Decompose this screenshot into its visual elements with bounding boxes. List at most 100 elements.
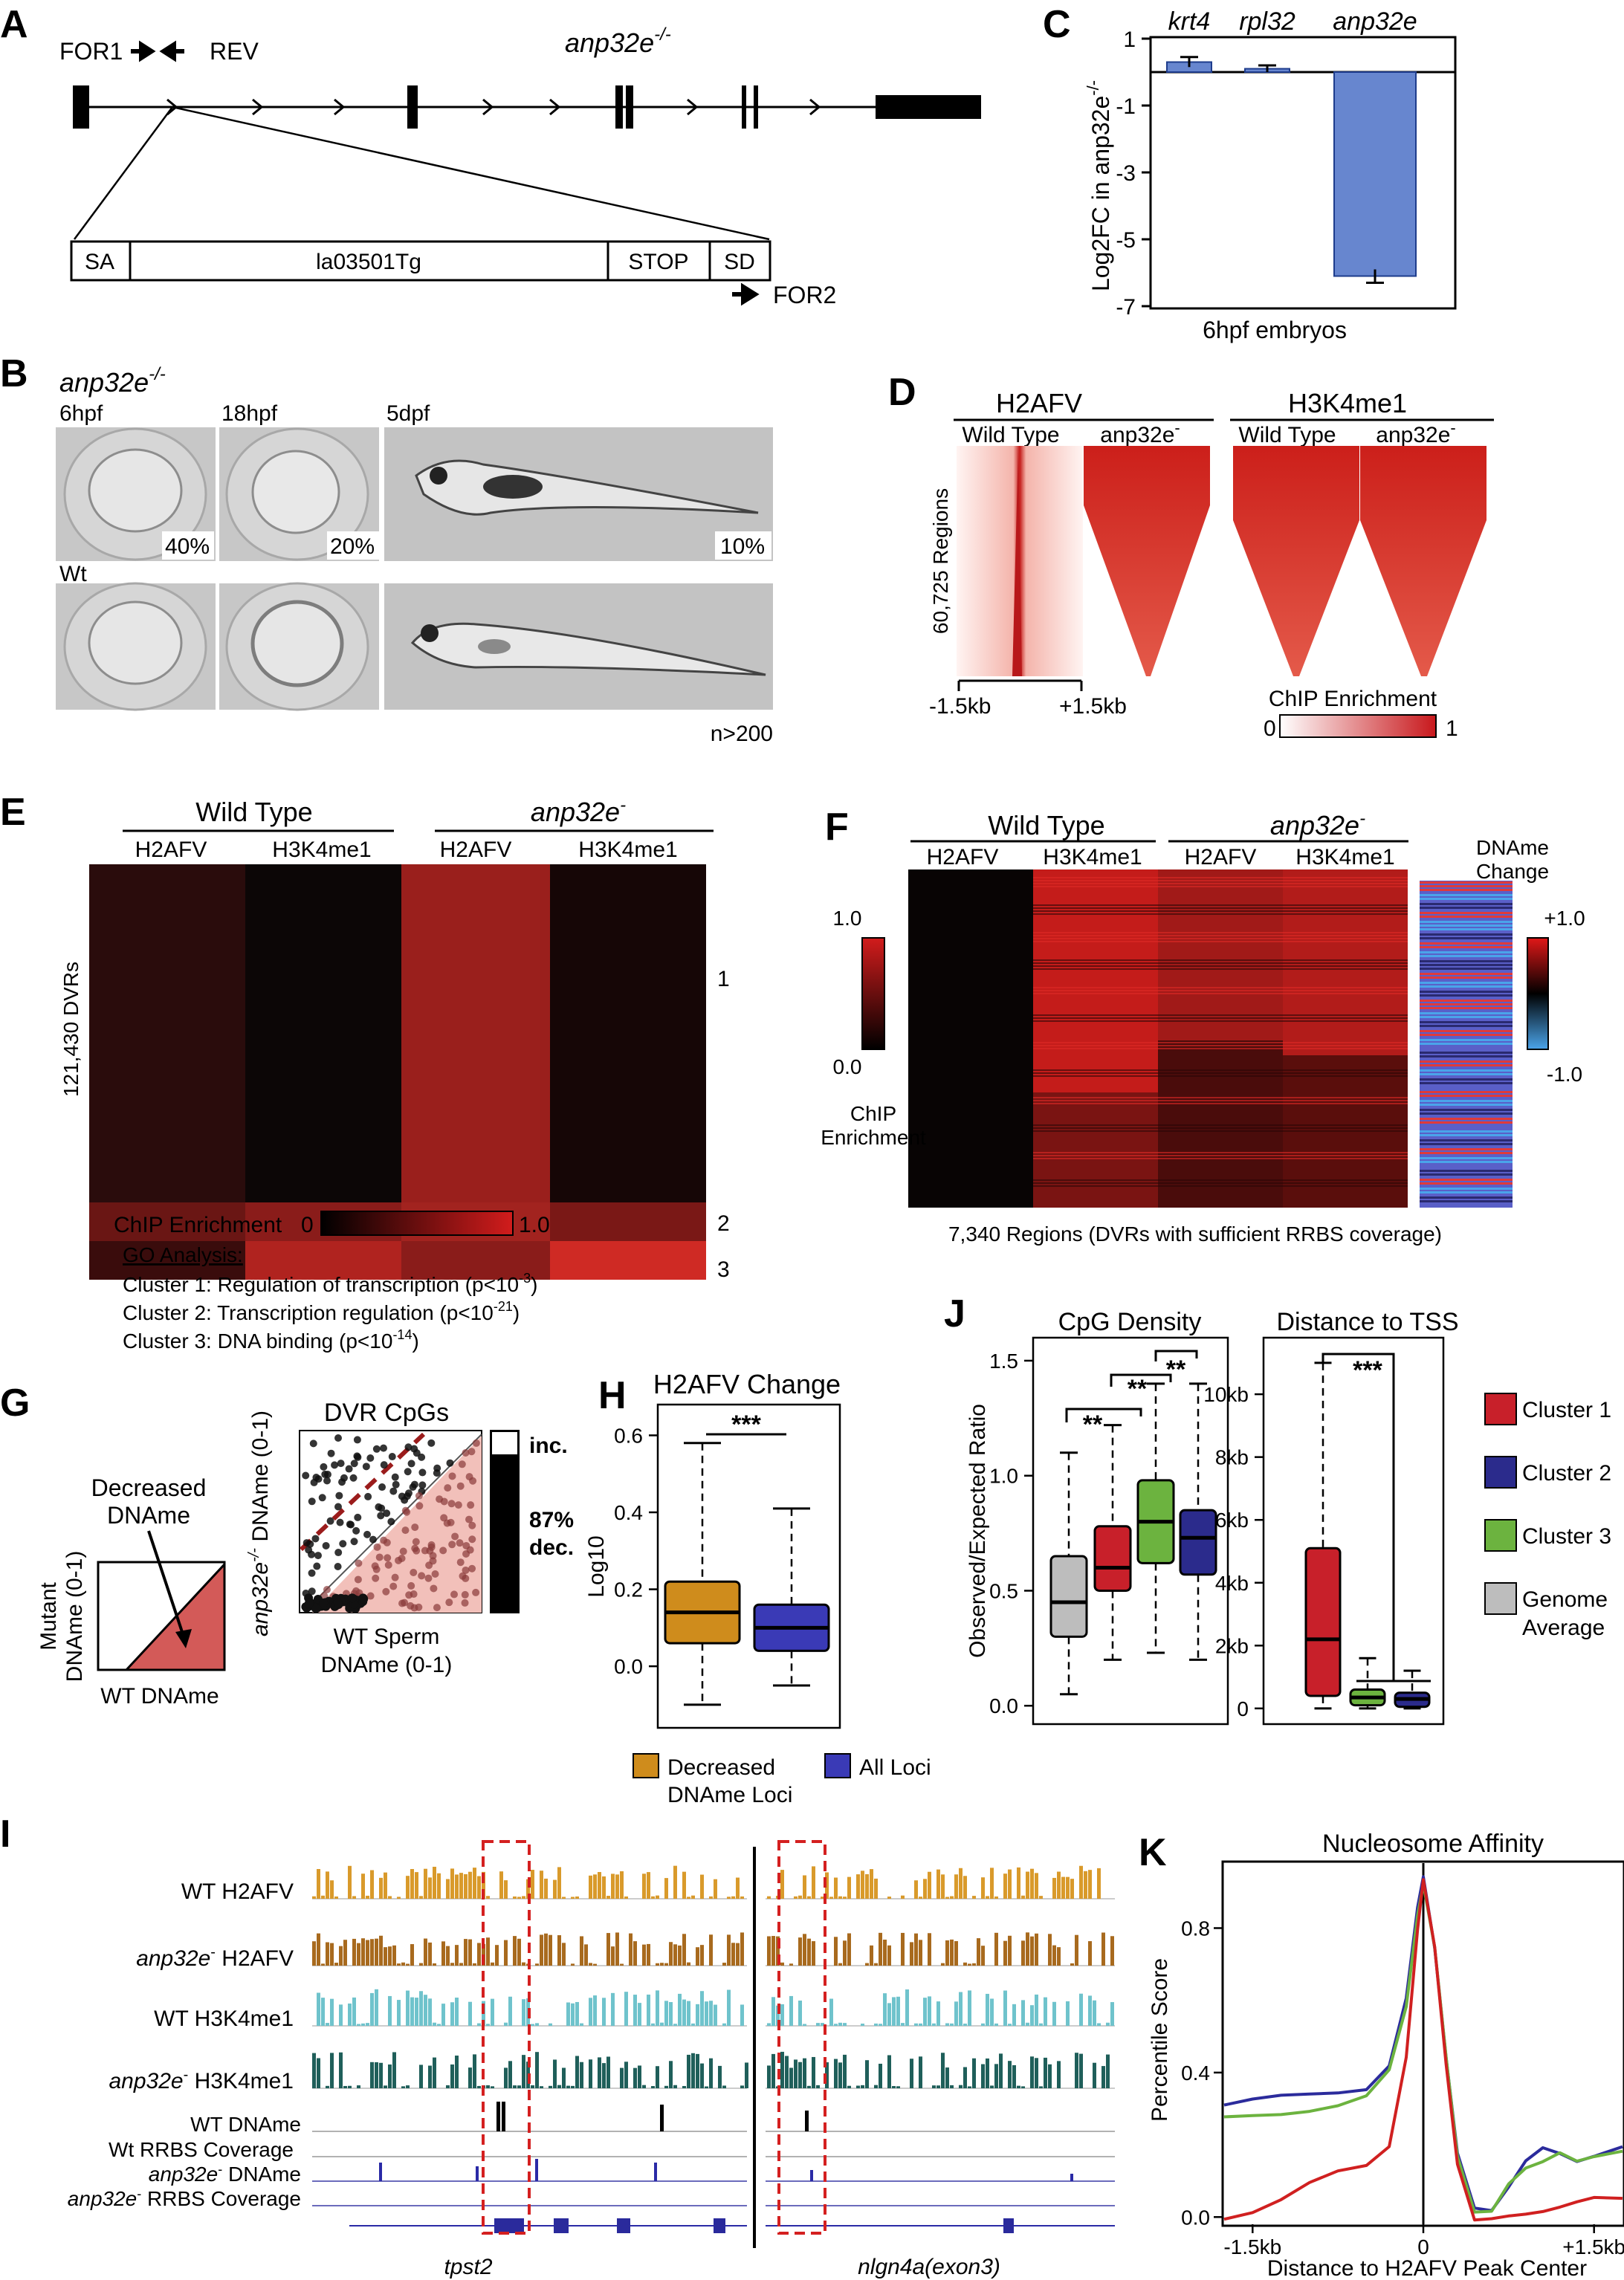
track-signal-bar	[557, 2085, 561, 2088]
track-signal-bar	[357, 1943, 360, 1966]
rrbs-label-2: Wt RRBS Coverage	[109, 2138, 294, 2161]
scatter-point	[468, 1448, 476, 1456]
scatter-point	[401, 1496, 409, 1504]
bar-anp32e	[1333, 71, 1417, 277]
scatter-point	[447, 1500, 456, 1508]
track-signal-bar	[446, 1946, 450, 1966]
track-signal-bar	[513, 1936, 517, 1966]
track-signal-bar	[798, 1895, 802, 1899]
chart-k-ytick-label: 0.8	[1181, 1917, 1210, 1940]
insert-sd: SD	[724, 250, 755, 274]
panel-g-letter: G	[0, 1382, 30, 1425]
track-signal-bar	[669, 2061, 673, 2088]
scatter-point	[320, 1592, 329, 1600]
track-signal-bar	[1101, 2066, 1105, 2088]
dname-stripe	[1420, 1039, 1513, 1041]
gene-exon	[554, 2218, 569, 2233]
scatter-point	[331, 1461, 339, 1469]
track-signal-bar	[682, 2085, 686, 2088]
track-signal-bar	[486, 2085, 490, 2088]
track-signal-bar	[651, 2086, 655, 2088]
track-signal-bar	[606, 1933, 610, 1966]
scatter-ylabel-sup: -/-	[246, 1548, 262, 1562]
track-signal-bar	[798, 2062, 802, 2088]
heatmap-f-stripe	[1033, 880, 1408, 881]
gene-trap-insert: SA la03501Tg STOP SD	[70, 240, 771, 282]
track-signal-bar	[1061, 1876, 1065, 1899]
track-signal-bar	[977, 1938, 980, 1966]
track-signal-bar	[928, 1933, 931, 1966]
dname-title-1: DNAme	[1476, 836, 1549, 859]
track-signal-bar	[638, 2065, 641, 2088]
scatter-point	[375, 1553, 384, 1561]
track-signal-bar	[379, 1877, 383, 1899]
track-signal-bar	[709, 2001, 713, 2026]
track-signal-bar	[375, 1938, 378, 1966]
track-signal-bar	[994, 2023, 998, 2026]
scatter-point	[439, 1547, 447, 1555]
chart-c-ylabel-sup: -/-	[1084, 80, 1102, 96]
pct-18hpf: 20%	[330, 534, 375, 559]
track-signal-bar	[1106, 2054, 1110, 2088]
track-signal-bar	[611, 1992, 615, 2026]
track-signal-bar	[883, 1993, 887, 2026]
dname-stripe	[1420, 1095, 1513, 1097]
panel-c-letter: C	[1043, 3, 1071, 46]
track-signal-bar	[691, 2053, 695, 2088]
track-signal-bar	[821, 2023, 824, 2026]
track-signal-bar	[508, 2061, 512, 2088]
chart-j-right-tick-label: 6kb	[1215, 1509, 1249, 1532]
track-label-4-sup: -	[184, 2067, 189, 2083]
track-signal-bar	[919, 1897, 922, 1899]
heatmap-e-group-mut-sup: -	[620, 795, 626, 815]
scatter-point	[467, 1501, 475, 1509]
track-signal-bar	[1093, 2062, 1096, 2088]
track-signal-bar	[540, 1934, 543, 1966]
track-signal-bar	[718, 2065, 722, 2088]
heatmap-f-stripe	[1033, 959, 1408, 961]
dname-stripe	[1420, 1121, 1513, 1124]
track-signal-bar	[892, 1997, 896, 2026]
track-signal-bar	[433, 1866, 436, 1899]
scatter-point	[404, 1489, 413, 1497]
chart-k-xtick-label: +1.5kb	[1562, 2235, 1624, 2258]
scatter-point	[354, 1453, 362, 1461]
gene-exon	[617, 2218, 630, 2233]
track-signal-bar	[901, 1895, 905, 1899]
scatter-point	[415, 1603, 423, 1611]
dname-stripe	[1420, 898, 1513, 900]
track-signal-bar	[620, 1871, 624, 1899]
track-signal-bar	[410, 1997, 414, 2026]
scatter-point	[433, 1604, 441, 1612]
track-signal-bar	[682, 1871, 686, 1899]
heatmap-d-group-h2afv: H2AFV	[996, 388, 1082, 418]
track-signal-bar	[348, 1865, 352, 1899]
scatter-point	[354, 1513, 362, 1521]
track-signal-bar	[714, 1879, 717, 1899]
heatmap-d-h3k4me1-mut	[1360, 446, 1486, 676]
track-signal-bar	[544, 1878, 548, 1899]
panel-a-letter: A	[0, 3, 28, 46]
pct-badge-6hpf	[162, 531, 214, 560]
track-signal-bar	[709, 1896, 713, 1899]
track-signal-bar	[740, 2004, 744, 2026]
insert-box	[70, 240, 771, 282]
wt-larva	[410, 622, 766, 676]
dname-stripe	[1420, 1191, 1513, 1194]
track-signal-bar	[722, 2085, 726, 2088]
scatter-point	[352, 1526, 360, 1535]
track-signal-bar	[388, 2064, 392, 2088]
track-signal-bar	[945, 2023, 949, 2026]
scatter-point	[462, 1566, 470, 1574]
mut-dname-bar	[1070, 2174, 1073, 2181]
dname-scale-bar	[1527, 937, 1549, 1050]
scatter-point	[444, 1484, 452, 1492]
heatmap-f-stripe	[1033, 1069, 1408, 1071]
track-signal-bar	[910, 1942, 913, 1966]
scatter-point	[409, 1483, 417, 1491]
track-signal-bar	[602, 1998, 606, 2026]
chart-k-ytick-label: 0.0	[1181, 2206, 1210, 2229]
panel-g: G Decreased DNAme Mutant DNAme (0-1) WT …	[0, 1382, 574, 1709]
dname-stripe	[1420, 1148, 1513, 1150]
heatmap-f-stripe	[1033, 1075, 1408, 1077]
